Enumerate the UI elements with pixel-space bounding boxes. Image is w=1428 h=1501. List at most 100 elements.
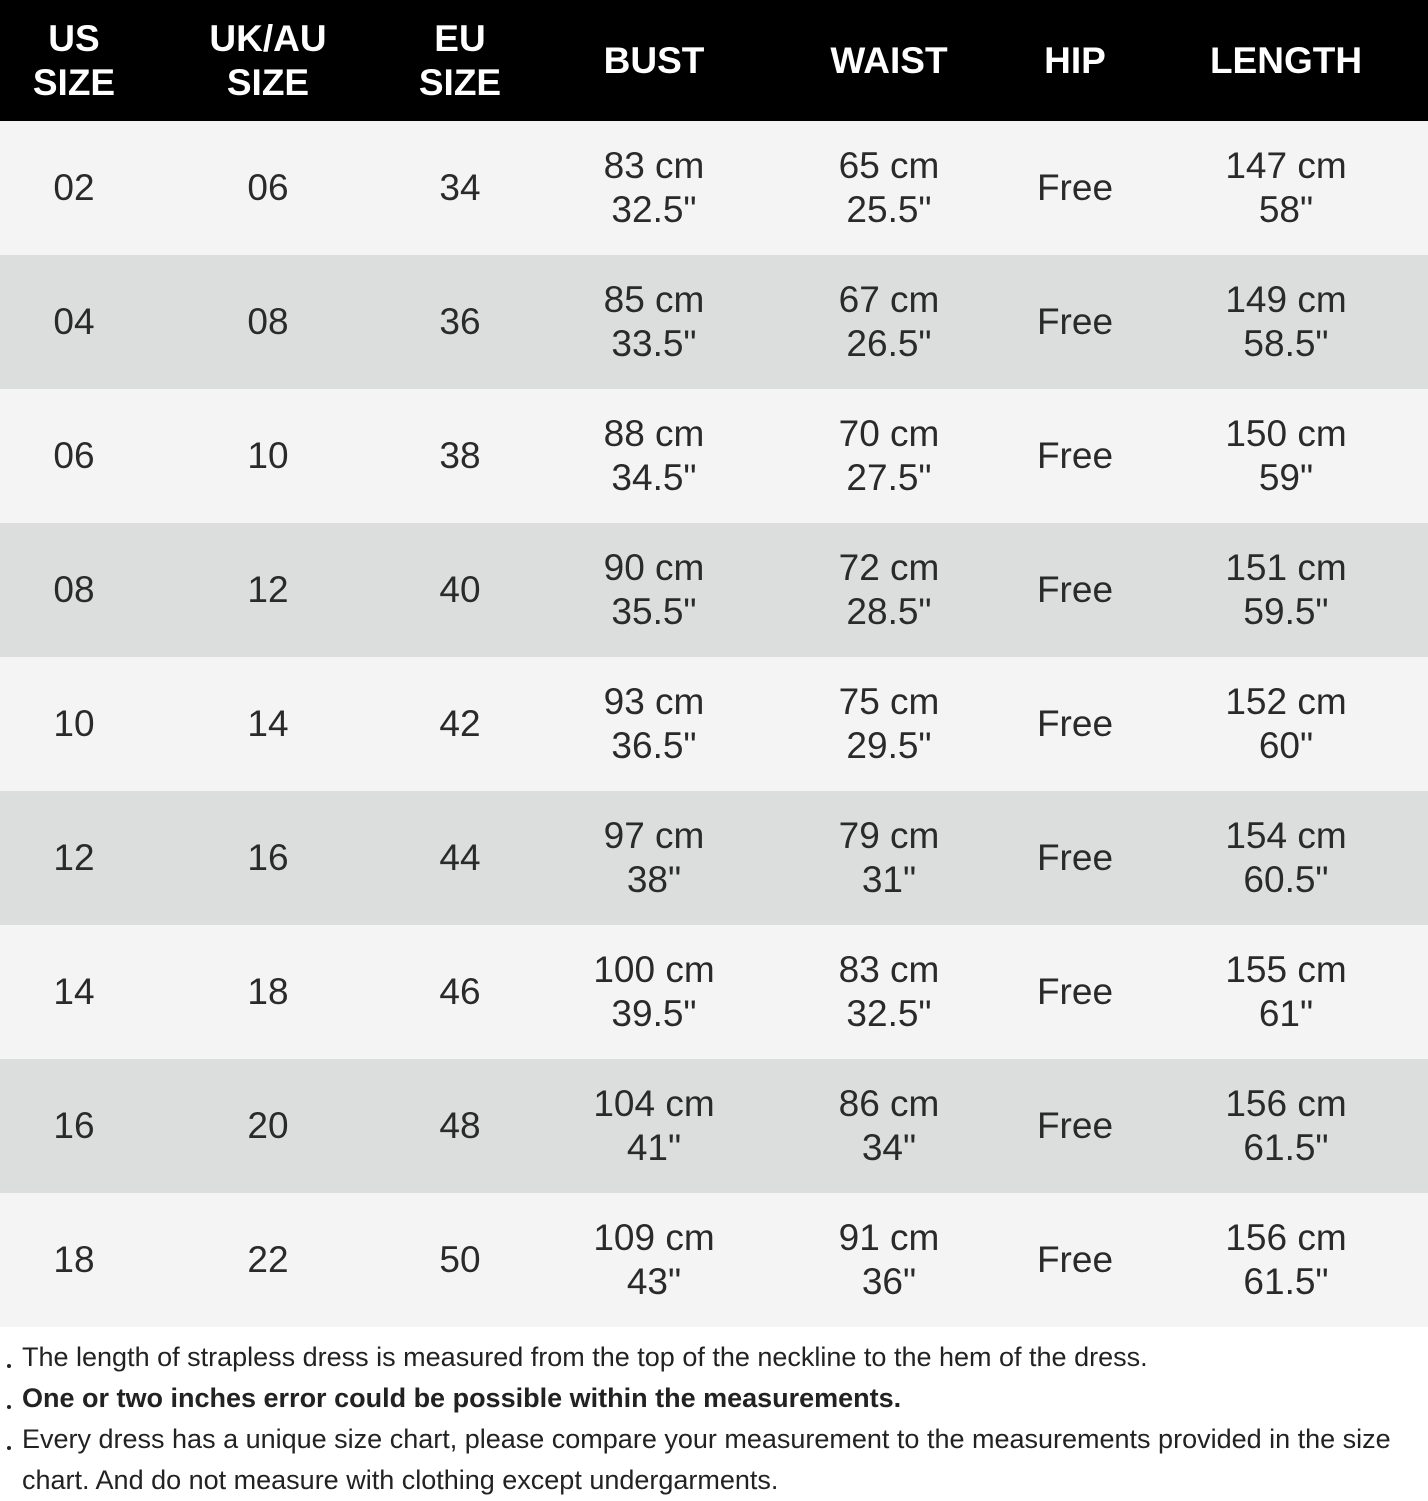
header-row: US SIZE UK/AU SIZE EU SIZE BUST WAIST HIP LENGTH xyxy=(0,0,1428,121)
table-cell: 14 xyxy=(53,925,94,1059)
cell-text: 06 xyxy=(247,167,289,208)
cell-text: 14 xyxy=(247,703,289,744)
cell-text: 36 xyxy=(439,301,481,342)
table-cell: 79 cm 31" xyxy=(839,791,940,925)
header-text: HIP xyxy=(1044,39,1106,81)
header-text: EU xyxy=(434,17,486,59)
cell-text: 90 cm xyxy=(603,547,705,588)
table-cell: Free xyxy=(1037,657,1113,791)
cell-text: 04 xyxy=(53,301,95,342)
cell-text: 41" xyxy=(626,1127,682,1168)
table-cell: 50 xyxy=(439,1193,480,1327)
cell-text: 79 cm xyxy=(838,815,940,856)
cell-text: 100 cm xyxy=(593,949,715,990)
table-cell: Free xyxy=(1037,925,1113,1059)
table-cell: 06 xyxy=(53,389,94,523)
cell-text: 08 xyxy=(53,569,95,610)
table-cell: 16 xyxy=(53,1059,94,1193)
table-cell: 20 xyxy=(247,1059,288,1193)
header-text: SIZE xyxy=(418,61,502,103)
table-cell: 48 xyxy=(439,1059,480,1193)
header-cell: BUST xyxy=(604,0,705,121)
table-cell: 90 cm 35.5" xyxy=(604,523,705,657)
cell-text: 39.5" xyxy=(611,993,697,1034)
cell-text: 61.5" xyxy=(1243,1261,1329,1302)
cell-text: 104 cm xyxy=(593,1083,715,1124)
header-text: WAIST xyxy=(830,39,948,81)
table-cell: 04 xyxy=(53,255,94,389)
cell-text: 18 xyxy=(53,1239,95,1280)
cell-text: 20 xyxy=(247,1105,289,1146)
table-cell: 46 xyxy=(439,925,480,1059)
cell-text: 16 xyxy=(53,1105,95,1146)
cell-text: 151 cm xyxy=(1225,547,1347,588)
header-text: US xyxy=(48,17,100,59)
table-cell: 151 cm 59.5" xyxy=(1225,523,1346,657)
cell-text: Free xyxy=(1036,167,1114,208)
table-cell: 91 cm 36" xyxy=(839,1193,940,1327)
cell-text: 58.5" xyxy=(1243,323,1329,364)
table-cell: 67 cm 26.5" xyxy=(839,255,940,389)
table-cell: 109 cm 43" xyxy=(593,1193,714,1327)
table-cell: Free xyxy=(1037,389,1113,523)
note: The length of strapless dress is measure… xyxy=(7,1337,1407,1378)
table-cell: 88 cm 34.5" xyxy=(604,389,705,523)
table-cell: 70 cm 27.5" xyxy=(839,389,940,523)
cell-text: 16 xyxy=(247,837,289,878)
cell-text: 97 cm xyxy=(603,815,705,856)
cell-text: 152 cm xyxy=(1225,681,1347,722)
cell-text: 43" xyxy=(626,1261,682,1302)
cell-text: 154 cm xyxy=(1225,815,1347,856)
table-cell: 147 cm 58" xyxy=(1225,121,1346,255)
table-cell: 44 xyxy=(439,791,480,925)
table-cell: 104 cm 41" xyxy=(593,1059,714,1193)
header-text: UK/AU xyxy=(209,17,327,59)
note: One or two inches error could be possibl… xyxy=(7,1378,1407,1419)
cell-text: 93 cm xyxy=(603,681,705,722)
header-text: LENGTH xyxy=(1209,39,1363,81)
table-cell: 150 cm 59" xyxy=(1225,389,1346,523)
table-cell: 08 xyxy=(247,255,288,389)
header-cell: WAIST xyxy=(830,0,947,121)
table-cell: 155 cm 61" xyxy=(1225,925,1346,1059)
cell-text: 67 cm xyxy=(838,279,940,320)
cell-text: 33.5" xyxy=(611,323,697,364)
cell-text: Free xyxy=(1036,435,1114,476)
table-cell: 149 cm 58.5" xyxy=(1225,255,1346,389)
note: Every dress has a unique size chart, ple… xyxy=(7,1419,1407,1501)
table-cell: 75 cm 29.5" xyxy=(839,657,940,791)
table-cell: 14 xyxy=(247,657,288,791)
cell-text: 61" xyxy=(1258,993,1314,1034)
table-cell: Free xyxy=(1037,1059,1113,1193)
cell-text: 58" xyxy=(1258,189,1314,230)
table-cell: 83 cm 32.5" xyxy=(604,121,705,255)
cell-text: 60" xyxy=(1258,725,1314,766)
cell-text: 75 cm xyxy=(838,681,940,722)
table-cell: 22 xyxy=(247,1193,288,1327)
table-cell: 34 xyxy=(439,121,480,255)
cell-text: 85 cm xyxy=(603,279,705,320)
table-cell: 36 xyxy=(439,255,480,389)
cell-text: 34.5" xyxy=(611,457,697,498)
cell-text: 10 xyxy=(53,703,95,744)
notes: The length of strapless dress is measure… xyxy=(7,1337,1407,1501)
table-row: 08 12 40 90 cm 35.5" 72 cm 28.5" Free 151 cm 59.5… xyxy=(0,523,1428,657)
cell-text: 38" xyxy=(626,859,682,900)
cell-text: 60.5" xyxy=(1243,859,1329,900)
table-cell: 152 cm 60" xyxy=(1225,657,1346,791)
cell-text: 36" xyxy=(861,1261,917,1302)
header-text: SIZE xyxy=(32,61,116,103)
table-cell: 08 xyxy=(53,523,94,657)
cell-text: 31" xyxy=(861,859,917,900)
table-cell: Free xyxy=(1037,121,1113,255)
cell-text: Free xyxy=(1036,971,1114,1012)
cell-text: Free xyxy=(1036,569,1114,610)
table-cell: Free xyxy=(1037,791,1113,925)
cell-text: 36.5" xyxy=(611,725,697,766)
table-cell: 156 cm 61.5" xyxy=(1225,1059,1346,1193)
table-cell: 16 xyxy=(247,791,288,925)
table-cell: 100 cm 39.5" xyxy=(593,925,714,1059)
table-row: 14 18 46 100 cm 39.5" 83 cm 32.5" Free 155 cm 61" xyxy=(0,925,1428,1059)
table-cell: 83 cm 32.5" xyxy=(839,925,940,1059)
cell-text: 34" xyxy=(861,1127,917,1168)
